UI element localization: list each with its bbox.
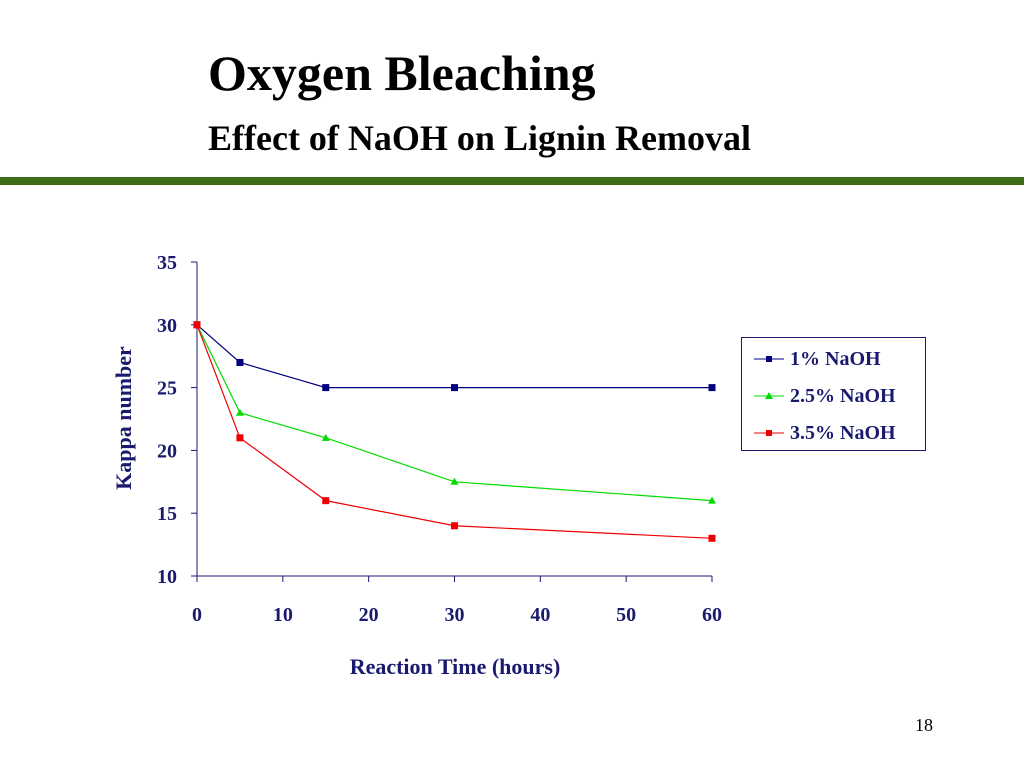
x-tick-label: 60 bbox=[702, 604, 722, 626]
slide-subtitle: Effect of NaOH on Lignin Removal bbox=[208, 118, 751, 158]
legend-label-2-5pct: 2.5% NaOH bbox=[790, 384, 896, 407]
data-point bbox=[450, 477, 459, 485]
x-tick-label: 30 bbox=[445, 604, 465, 626]
legend-label-3-5pct: 3.5% NaOH bbox=[790, 421, 896, 444]
x-tick-label: 0 bbox=[192, 604, 202, 626]
data-point bbox=[708, 534, 716, 542]
y-tick-label: 10 bbox=[157, 566, 177, 588]
series-line bbox=[196, 324, 713, 539]
legend-swatch-3-5pct bbox=[754, 430, 784, 436]
data-point bbox=[321, 433, 330, 441]
x-axis-label: Reaction Time (hours) bbox=[350, 654, 561, 679]
legend-item-2-5pct: 2.5% NaOH bbox=[752, 381, 896, 411]
chart-legend: 1% NaOH 2.5% NaOH 3.5% NaOH bbox=[741, 337, 926, 451]
data-point bbox=[708, 496, 716, 504]
data-point bbox=[235, 408, 244, 416]
legend-label-1pct: 1% NaOH bbox=[790, 347, 881, 370]
data-point bbox=[236, 358, 244, 366]
y-tick-label: 15 bbox=[157, 503, 177, 525]
chart-series bbox=[193, 320, 716, 542]
y-tick-label: 30 bbox=[157, 315, 177, 337]
data-point bbox=[193, 321, 201, 329]
data-point bbox=[451, 522, 458, 530]
series-line bbox=[196, 324, 713, 502]
legend-swatch-2-5pct bbox=[754, 392, 784, 399]
legend-item-3-5pct: 3.5% NaOH bbox=[752, 418, 896, 448]
chart-axes: 10 15 20 25 30 35 0 10 20 30 40 50 60 bbox=[157, 252, 722, 626]
slide-title: Oxygen Bleaching bbox=[208, 45, 596, 101]
x-tick-label: 20 bbox=[359, 604, 379, 626]
legend-swatch-1pct bbox=[754, 356, 784, 362]
data-point bbox=[322, 384, 330, 392]
title-divider bbox=[0, 177, 1024, 185]
series-line bbox=[196, 324, 712, 389]
page-number: 18 bbox=[915, 715, 933, 735]
x-tick-label: 10 bbox=[273, 604, 293, 626]
x-tick-label: 50 bbox=[616, 604, 636, 626]
x-tick-label: 40 bbox=[530, 604, 550, 626]
data-point bbox=[708, 384, 716, 392]
y-axis-label: Kappa number bbox=[111, 346, 136, 490]
data-point bbox=[451, 384, 458, 392]
data-point bbox=[236, 434, 244, 442]
legend-item-1pct: 1% NaOH bbox=[752, 344, 881, 374]
y-tick-label: 25 bbox=[157, 378, 177, 400]
y-tick-label: 35 bbox=[157, 252, 177, 274]
data-point bbox=[322, 497, 330, 505]
y-tick-label: 20 bbox=[157, 440, 177, 462]
